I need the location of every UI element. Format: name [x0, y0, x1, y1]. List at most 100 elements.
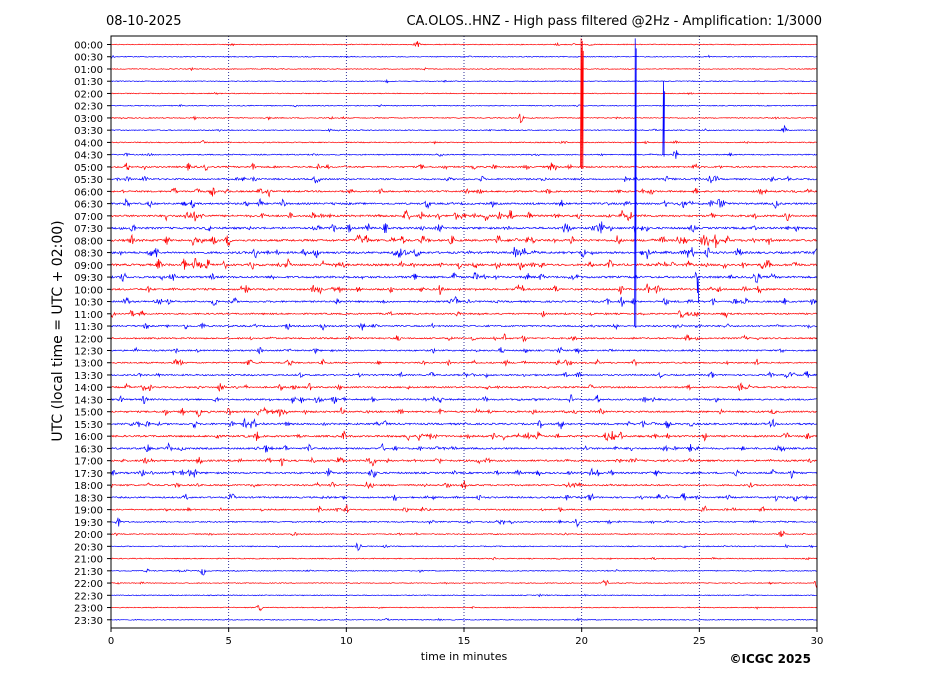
y-tick-label: 11:30 [74, 322, 103, 333]
vertical-gridlines [228, 36, 700, 628]
y-tick-label: 20:30 [74, 542, 103, 553]
chart-title: CA.OLOS..HNZ - High pass filtered @2Hz -… [406, 14, 822, 29]
y-tick-label: 23:00 [74, 604, 103, 615]
trace-2030 [111, 542, 817, 552]
y-tick-label: 17:00 [74, 457, 103, 468]
trace-2230 [111, 593, 817, 598]
y-tick-label: 10:30 [74, 298, 103, 309]
trace-1800 [111, 480, 817, 490]
x-ticks: 0 5 10 15 20 25 30 [108, 628, 824, 647]
y-tick-label: 06:00 [74, 187, 103, 198]
y-axis-label: UTC (local time = UTC + 02:00) [50, 220, 66, 441]
x-axis-label: time in minutes [421, 650, 508, 663]
trace-1630 [111, 442, 817, 453]
trace-0700 [111, 209, 817, 222]
y-tick-label: 17:30 [74, 469, 103, 480]
trace-1330 [111, 371, 817, 379]
trace-1300 [111, 358, 817, 367]
y-tick-label: 08:30 [74, 249, 103, 260]
trace-1600 [111, 430, 817, 442]
event-spikes [580, 38, 699, 329]
y-tick-label: 11:00 [74, 310, 103, 321]
y-tick-label: 15:30 [74, 420, 103, 431]
trace-0630 [111, 197, 817, 210]
trace-1130 [111, 322, 817, 331]
y-tick-label: 20:00 [74, 530, 103, 541]
y-tick-label: 19:30 [74, 518, 103, 529]
y-tick-label: 22:00 [74, 579, 103, 590]
trace-0330 [111, 124, 817, 133]
y-tick-label: 08:00 [74, 236, 103, 247]
trace-1030 [111, 296, 817, 307]
y-tick-label: 07:00 [74, 212, 103, 223]
x-tick-label: 30 [811, 636, 824, 647]
x-tick-label: 25 [693, 636, 706, 647]
trace-0030 [111, 54, 817, 59]
trace-0300 [111, 113, 817, 124]
trace-1900 [111, 504, 817, 513]
y-tick-label: 10:00 [74, 285, 103, 296]
x-tick-label: 5 [225, 636, 231, 647]
trace-2300 [111, 604, 817, 612]
trace-1430 [111, 394, 817, 404]
trace-1500 [111, 406, 817, 418]
trace-1230 [111, 346, 817, 355]
y-tick-label: 15:00 [74, 408, 103, 419]
trace-0500 [111, 162, 817, 171]
y-tick-label: 13:30 [74, 371, 103, 382]
trace-0900 [111, 258, 817, 271]
copyright-text: ©ICGC 2025 [729, 652, 811, 666]
trace-1400 [111, 382, 817, 392]
event-spike [662, 81, 665, 157]
y-tick-label: 03:30 [74, 126, 103, 137]
trace-0400 [111, 139, 817, 145]
y-tick-label: 04:30 [74, 151, 103, 162]
trace-1830 [111, 493, 817, 503]
y-tick-label: 06:30 [74, 200, 103, 211]
trace-2330 [111, 617, 817, 622]
x-tick-label: 15 [458, 636, 471, 647]
x-tick-label: 0 [108, 636, 114, 647]
y-tick-label: 12:30 [74, 347, 103, 358]
trace-2200 [111, 579, 817, 588]
y-tick-label: 13:00 [74, 359, 103, 370]
y-tick-label: 23:30 [74, 616, 103, 627]
trace-2100 [111, 556, 817, 561]
header-date: 08-10-2025 [106, 14, 182, 29]
event-spike [581, 40, 584, 169]
y-tick-label: 01:00 [74, 65, 103, 76]
trace-0430 [111, 150, 817, 159]
trace-2000 [111, 530, 817, 537]
trace-1730 [111, 467, 817, 479]
plot-frame [110, 35, 818, 629]
y-tick-label: 01:30 [74, 77, 103, 88]
y-tick-label: 22:30 [74, 591, 103, 602]
trace-1530 [111, 417, 817, 430]
trace-0000 [111, 41, 817, 48]
x-tick-label: 20 [575, 636, 588, 647]
trace-0100 [111, 66, 817, 72]
y-tick-label: 18:30 [74, 493, 103, 504]
trace-1100 [111, 309, 817, 319]
y-tick-label: 19:00 [74, 506, 103, 517]
y-tick-label: 18:00 [74, 481, 103, 492]
trace-0530 [111, 175, 817, 184]
y-tick-label: 09:00 [74, 261, 103, 272]
seismic-traces [111, 41, 817, 622]
trace-1930 [111, 517, 817, 528]
trace-0830 [111, 246, 817, 260]
y-tick-label: 05:00 [74, 163, 103, 174]
y-tick-label: 21:00 [74, 555, 103, 566]
trace-0600 [111, 187, 817, 198]
trace-1200 [111, 333, 817, 343]
y-tick-label: 16:00 [74, 432, 103, 443]
y-tick-label: 03:00 [74, 114, 103, 125]
y-tick-label: 00:00 [74, 41, 103, 52]
y-tick-label: 12:00 [74, 334, 103, 345]
y-tick-label: 09:30 [74, 273, 103, 284]
y-tick-label: 07:30 [74, 224, 103, 235]
y-tick-label: 04:00 [74, 138, 103, 149]
x-tick-label: 10 [340, 636, 353, 647]
